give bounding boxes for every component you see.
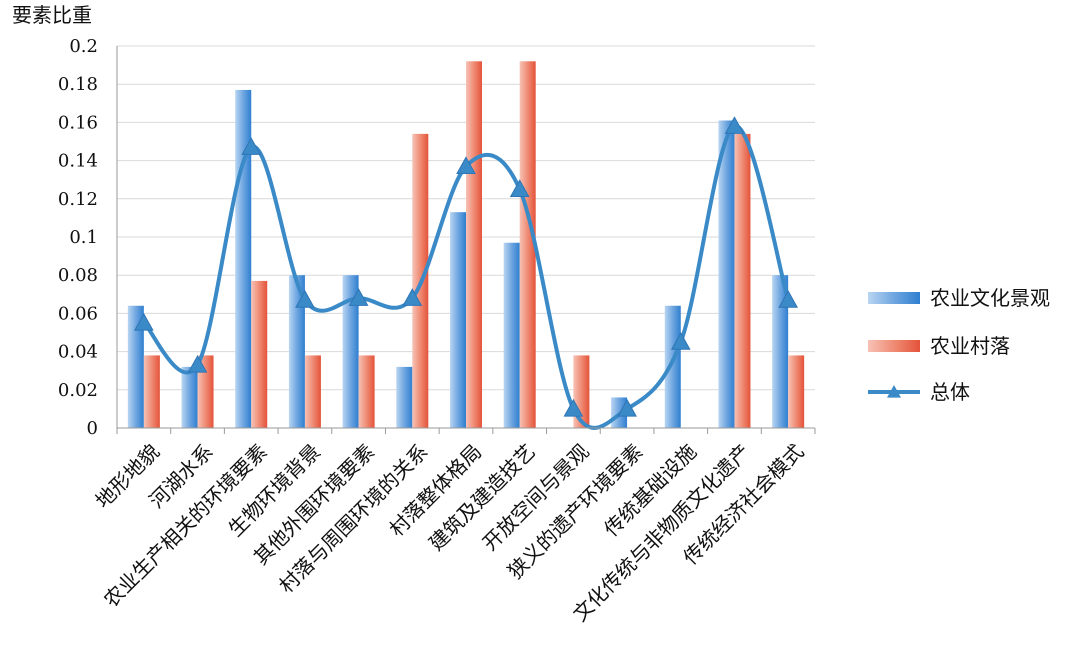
legend-label: 农业村落 <box>930 334 1010 358</box>
y-tick-label: 0.14 <box>58 151 98 172</box>
total-point-marker <box>509 179 530 197</box>
total-point-marker <box>187 354 208 373</box>
bar-agri-village <box>304 355 321 428</box>
bar-agri-cultural-landscape <box>127 305 144 428</box>
bar-agri-village <box>251 280 268 428</box>
bars <box>127 61 805 429</box>
y-axis-title: 要素比重 <box>12 3 92 27</box>
total-point-marker <box>402 288 423 306</box>
legend-swatch <box>868 292 920 304</box>
total-point-marker <box>348 288 369 306</box>
y-tick-label: 0.04 <box>58 342 98 363</box>
legend-swatch <box>868 340 920 352</box>
bar-agri-village <box>788 355 805 428</box>
total-point-marker <box>563 398 584 417</box>
bar-agri-cultural-landscape <box>288 275 305 428</box>
total-point-marker <box>617 398 637 417</box>
bar-agri-cultural-landscape <box>718 120 735 429</box>
y-axis: 0 0.02 0.04 0.06 0.08 0.1 0.12 0.14 0.16 0.18 0.2 <box>58 36 118 439</box>
y-tick-label: 0.06 <box>58 303 98 324</box>
y-tick-label: 0.1 <box>69 227 98 248</box>
bar-agri-village <box>466 61 482 428</box>
y-tick-label: 0.18 <box>58 74 98 95</box>
bar-agri-cultural-landscape <box>772 275 789 428</box>
bar-agri-cultural-landscape <box>181 366 198 428</box>
bar-agri-village <box>734 133 751 429</box>
total-point-marker <box>133 312 154 331</box>
x-axis: 地形地貌河湖水系农业生产相关的环境要素生物环境背景其他外围环境要素村落与周围环境… <box>91 427 816 626</box>
bar-agri-cultural-landscape <box>235 89 252 429</box>
bar-agri-cultural-landscape <box>503 242 520 428</box>
bar-agri-cultural-landscape <box>664 305 681 428</box>
total-point-marker <box>456 156 476 175</box>
total-line <box>133 116 799 430</box>
total-point-marker <box>241 137 262 155</box>
total-point-marker <box>778 290 799 308</box>
total-point-marker <box>724 116 745 134</box>
bar-agri-village <box>358 355 375 428</box>
total-point-marker <box>295 290 315 308</box>
y-tick-label: 0.12 <box>58 189 98 210</box>
legend-label: 农业文化景观 <box>930 286 1050 310</box>
y-tick-label: 0.08 <box>58 265 98 286</box>
y-tick-label: 0.16 <box>58 112 98 133</box>
total-point-marker <box>670 332 691 350</box>
bar-agri-village <box>519 61 536 428</box>
bar-agri-cultural-landscape <box>342 275 359 428</box>
bar-agri-village <box>197 355 214 428</box>
bar-agri-cultural-landscape <box>450 212 466 428</box>
bar-agri-village <box>143 355 160 428</box>
y-tick-label: 0 <box>87 418 98 439</box>
legend-label: 总体 <box>930 380 970 404</box>
legend-triangle-icon <box>887 385 901 398</box>
y-tick-label: 0.2 <box>69 36 98 57</box>
y-tick-label: 0.02 <box>58 380 98 401</box>
bar-agri-cultural-landscape <box>396 366 413 428</box>
